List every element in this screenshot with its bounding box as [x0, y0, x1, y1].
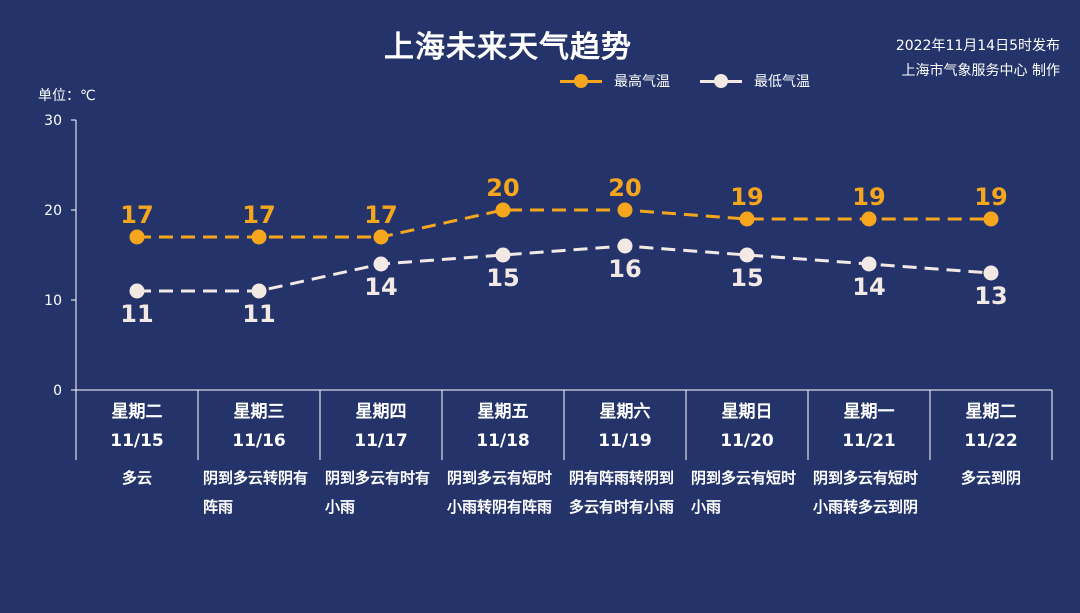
- day-header: 星期五 11/18: [442, 398, 564, 456]
- data-label-high: 17: [364, 201, 397, 229]
- data-point-high: [739, 211, 755, 227]
- day-weather: 阴有阵雨转阴到多云有时有小雨: [569, 469, 675, 516]
- data-point-low: [495, 247, 511, 263]
- data-label-high: 17: [120, 201, 153, 229]
- data-label-low: 15: [486, 264, 519, 292]
- data-label-low: 13: [974, 282, 1007, 310]
- data-point-high: [861, 211, 877, 227]
- data-point-high: [129, 229, 145, 245]
- data-point-low: [129, 283, 145, 299]
- day-weekday: 星期日: [721, 402, 773, 422]
- day-header: 星期三 11/16: [198, 398, 320, 456]
- data-point-high: [983, 211, 999, 227]
- y-tick-label: 30: [44, 113, 62, 129]
- x-tick-label: 11/19: [598, 431, 652, 451]
- data-label-low: 14: [852, 273, 885, 301]
- legend-label-high: 最高气温: [614, 74, 670, 90]
- day-header: 星期日 11/20: [686, 398, 808, 456]
- legend: 最高气温 最低气温: [560, 70, 840, 92]
- day-weather: 阴到多云有短时小雨转多云到阴: [813, 469, 919, 516]
- data-point-high: [251, 229, 267, 245]
- day-header: 星期四 11/17: [320, 398, 442, 456]
- publish-info: 2022年11月14日5时发布 上海市气象服务中心 制作: [896, 34, 1060, 84]
- y-tick-label: 20: [44, 203, 62, 219]
- day-weekday: 星期一: [843, 402, 895, 422]
- day-weather: 多云到阴: [960, 469, 1021, 487]
- day-weather: 阴到多云有短时小雨: [691, 469, 797, 516]
- data-point-low: [373, 256, 389, 272]
- x-tick-label: 11/21: [842, 431, 896, 451]
- legend-label-low: 最低气温: [754, 74, 810, 90]
- producer: 上海市气象服务中心 制作: [901, 63, 1060, 79]
- day-weekday: 星期四: [355, 402, 407, 422]
- legend-marker-high-icon: [560, 74, 602, 88]
- chart-title: 上海未来天气趋势: [384, 30, 632, 65]
- day-weekday: 星期三: [233, 402, 285, 422]
- data-label-low: 11: [120, 300, 153, 328]
- series-line-high: [137, 208, 991, 239]
- day-weather: 阴到多云有短时小雨转阴有阵雨: [447, 469, 553, 516]
- day-weekday: 星期六: [599, 402, 651, 422]
- day-weekday: 星期五: [477, 402, 529, 422]
- data-label-high: 20: [608, 174, 641, 202]
- data-label-low: 14: [364, 273, 397, 301]
- data-label-high: 19: [974, 183, 1007, 211]
- y-tick-label: 10: [44, 293, 62, 309]
- data-point-high: [373, 229, 389, 245]
- day-header: 星期一 11/21: [808, 398, 930, 456]
- x-tick-label: 11/15: [110, 431, 164, 451]
- day-weekday: 星期二: [965, 402, 1017, 422]
- day-weather: 阴到多云转阴有阵雨: [203, 469, 309, 516]
- data-label-high: 17: [242, 201, 275, 229]
- data-label-high: 19: [852, 183, 885, 211]
- legend-item-low: 最低气温: [700, 71, 810, 91]
- data-point-low: [617, 238, 633, 254]
- data-label-low: 16: [608, 255, 641, 283]
- day-weather: 多云: [121, 469, 152, 487]
- data-point-high: [495, 202, 511, 218]
- data-point-high: [617, 202, 633, 218]
- publish-time: 2022年11月14日5时发布: [895, 38, 1060, 54]
- day-header: 星期二 11/15: [76, 398, 198, 456]
- x-tick-label: 11/16: [232, 431, 286, 451]
- day-header: 星期六 11/19: [564, 398, 686, 456]
- data-point-low: [251, 283, 267, 299]
- x-tick-label: 11/22: [964, 431, 1018, 451]
- data-point-low: [983, 265, 999, 281]
- data-point-low: [739, 247, 755, 263]
- x-tick-label: 11/20: [720, 431, 774, 451]
- y-tick-label: 0: [53, 383, 62, 399]
- data-point-low: [861, 256, 877, 272]
- day-weather: 阴到多云有时有小雨: [325, 469, 431, 516]
- legend-marker-low-icon: [700, 74, 742, 88]
- data-label-low: 15: [730, 264, 763, 292]
- data-label-high: 20: [486, 174, 519, 202]
- day-weekday: 星期二: [111, 402, 163, 422]
- series-line-low: [137, 244, 992, 293]
- y-axis-unit: 单位：℃: [38, 88, 96, 104]
- x-tick-label: 11/17: [354, 431, 408, 451]
- legend-item-high: 最高气温: [560, 71, 670, 91]
- day-header: 星期二 11/22: [930, 398, 1052, 456]
- x-tick-label: 11/18: [476, 431, 530, 451]
- data-label-high: 19: [730, 183, 763, 211]
- data-label-low: 11: [242, 300, 275, 328]
